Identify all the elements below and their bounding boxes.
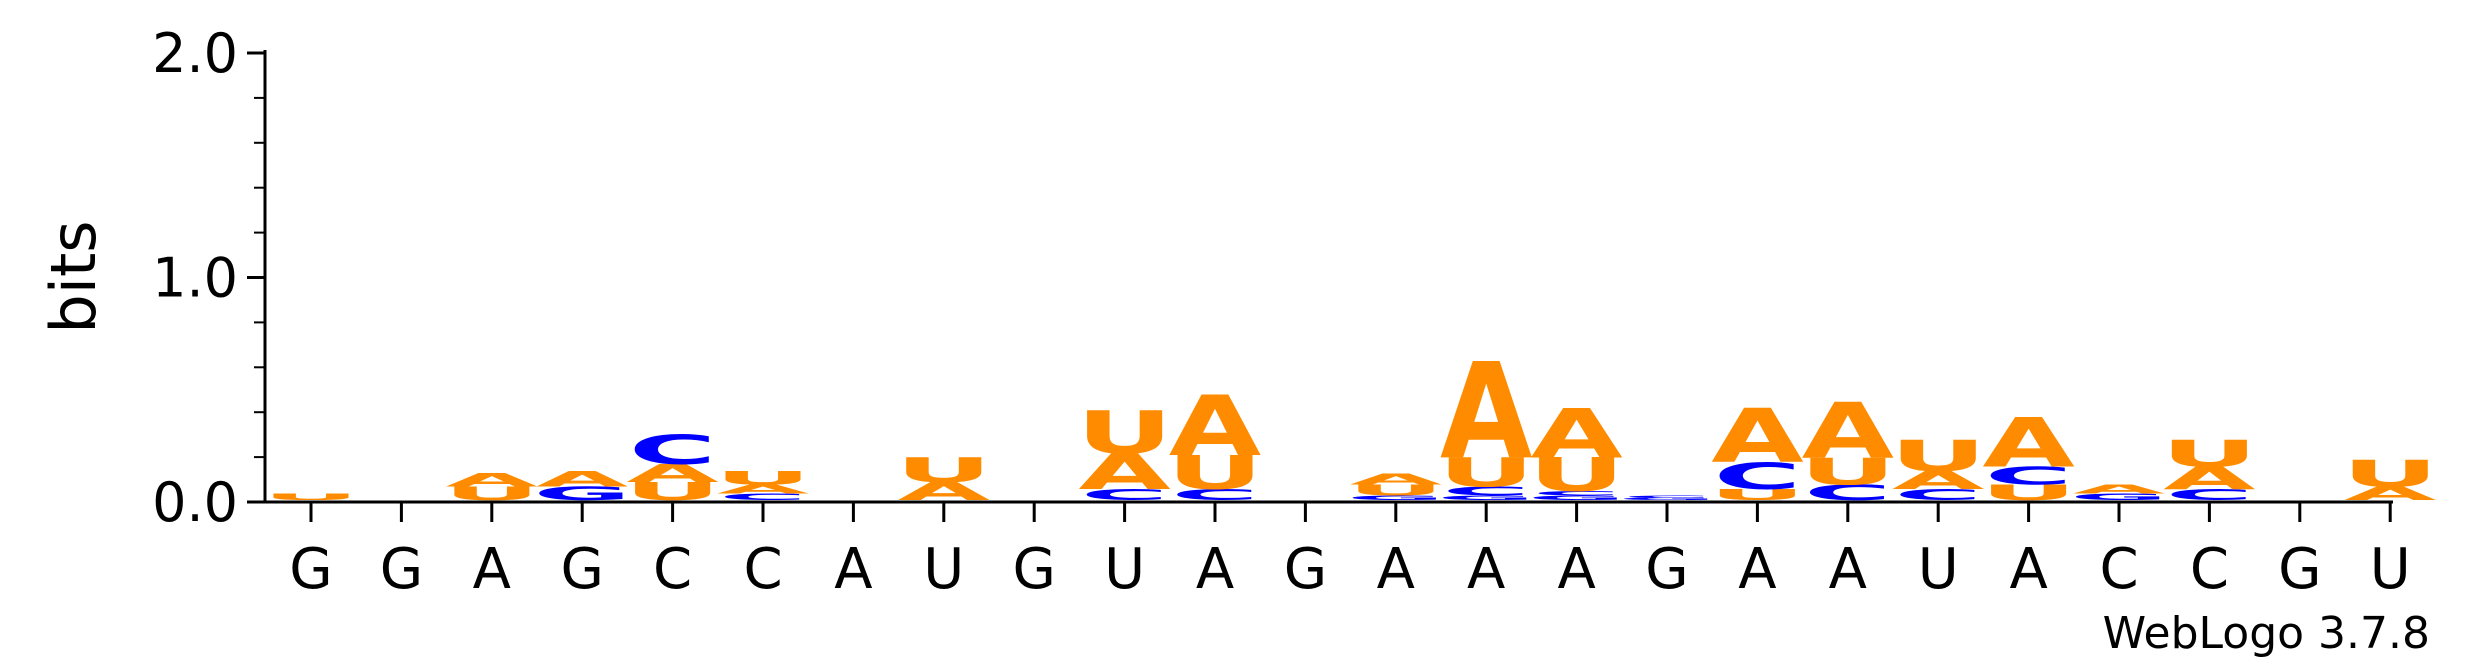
x-tick-label: U: [1918, 537, 1959, 602]
x-tick-label: G: [1284, 537, 1327, 602]
logo-letter-A: A: [1350, 470, 1443, 488]
logo-letter-A: A: [2073, 482, 2166, 496]
x-tick-label: A: [1557, 537, 1595, 602]
logo-letter-U: U: [1076, 399, 1173, 467]
y-tick-label: 2.0: [152, 22, 238, 85]
y-tick-label: 1.0: [152, 247, 238, 310]
logo-letter-U: U: [1438, 450, 1535, 497]
x-tick-label: C: [2190, 537, 2229, 602]
x-tick-label: A: [473, 537, 511, 602]
logo-letter-C: C: [629, 427, 717, 474]
x-tick-label: U: [1104, 537, 1145, 602]
logo-letter-G: G: [533, 483, 631, 504]
logo-letter-U: U: [1709, 486, 1806, 504]
x-tick-label: A: [1377, 537, 1415, 602]
logo-letter-U: U: [263, 491, 360, 502]
logo-letter-G: G: [1618, 497, 1716, 501]
logo-letter-G: G: [1347, 494, 1445, 501]
logo-letter-A: A: [1892, 466, 1985, 495]
logo-letter-C: C: [1894, 486, 1982, 504]
logo-letter-C: C: [1171, 486, 1259, 504]
logo-letter-A: A: [446, 470, 538, 491]
logo-letter-C: C: [719, 491, 807, 502]
x-tick-label: G: [1012, 537, 1055, 602]
x-tick-label: U: [2370, 537, 2411, 602]
logo-letter-U: U: [624, 477, 721, 506]
x-tick-label: G: [2278, 537, 2321, 602]
x-tick-label: G: [560, 537, 603, 602]
logo-letter-U: U: [1347, 481, 1444, 499]
logo-letter-U: U: [1799, 450, 1896, 493]
logo-letter-A: A: [717, 482, 810, 496]
logo-letter-C: C: [1081, 486, 1169, 504]
logo-letter-C: C: [1533, 490, 1621, 497]
logo-letter-A: A: [1169, 379, 1262, 475]
logo-letter-G: G: [1437, 494, 1535, 501]
logo-letter-U: U: [1890, 431, 1987, 481]
logo-letter-C: C: [1442, 484, 1530, 498]
logo-letter-A: A: [1530, 395, 1622, 474]
logo-letter-U: U: [1528, 449, 1625, 502]
x-tick-label: G: [1645, 537, 1688, 602]
logo-letter-A: A: [536, 467, 628, 492]
logo-letter-G: G: [1528, 494, 1626, 501]
x-tick-label: G: [289, 537, 332, 602]
logo-letter-C: C: [1985, 462, 2073, 491]
x-tick-label: G: [380, 537, 423, 602]
logo-letter-U: U: [895, 451, 992, 490]
logo-letter-A: A: [898, 477, 991, 506]
x-tick-label: A: [1467, 537, 1505, 602]
logo-letter-A: A: [2344, 483, 2436, 504]
logo-letter-U: U: [1980, 480, 2077, 505]
x-tick-label: A: [2009, 537, 2047, 602]
logo-letter-C: C: [2166, 486, 2254, 504]
y-tick-label: 0.0: [152, 471, 238, 534]
logo-letter-A: A: [1802, 386, 1895, 476]
logo-letter-A: A: [2163, 460, 2256, 496]
logo-letter-A: A: [1078, 443, 1171, 501]
x-tick-label: A: [1196, 537, 1234, 602]
weblogo-credit: WebLogo 3.7.8: [2103, 608, 2430, 659]
x-tick-label: C: [743, 537, 782, 602]
logo-letter-C: C: [1623, 495, 1711, 499]
x-tick-label: A: [1738, 537, 1776, 602]
logo-letter-C: C: [1804, 480, 1892, 505]
logo-letter-G: G: [2070, 491, 2168, 502]
logo-letter-A: A: [1982, 404, 2074, 483]
logo-letter-A: A: [626, 460, 719, 489]
y-ticks: 0.0 1.0 2.0: [152, 22, 265, 534]
x-tick-label: A: [834, 537, 872, 602]
x-tick-label: A: [1829, 537, 1867, 602]
logo-letter-U: U: [1167, 446, 1264, 499]
y-axis-label: bits: [37, 220, 110, 333]
logo-letter-A: A: [1440, 335, 1532, 489]
x-tick-label: U: [923, 537, 964, 602]
logo-letter-A: A: [1711, 394, 1804, 479]
x-tick-label: C: [2099, 537, 2138, 602]
logo-letter-C: C: [1714, 455, 1802, 498]
logo-letter-U: U: [2161, 432, 2258, 475]
logo-letter-U: U: [715, 467, 812, 488]
logo-letter-U: U: [2342, 452, 2439, 495]
x-tick-label: C: [653, 537, 692, 602]
logo-letter-U: U: [443, 483, 540, 504]
